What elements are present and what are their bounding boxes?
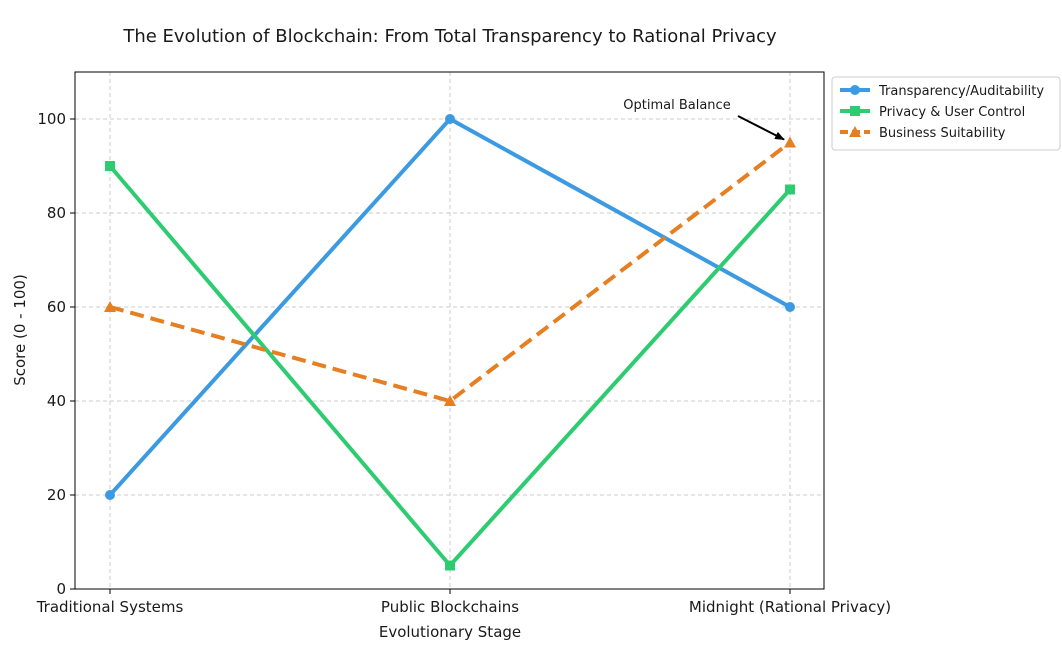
x-axis-label: Evolutionary Stage [379, 623, 521, 641]
data-point [445, 114, 455, 124]
legend-label: Business Suitability [879, 126, 1006, 141]
y-tick-label: 0 [56, 580, 66, 598]
grid [75, 72, 824, 590]
legend-marker [850, 106, 860, 116]
series-lines [104, 114, 796, 571]
y-axis-label: Score (0 - 100) [11, 274, 29, 386]
data-point [785, 184, 795, 195]
data-point [444, 395, 456, 406]
legend-label: Privacy & User Control [879, 105, 1025, 120]
x-tick-label: Midnight (Rational Privacy) [689, 598, 891, 616]
axes: 0 20 40 60 80 100 Traditional Systems Public Bl… [36, 71, 891, 616]
series-0 [105, 114, 795, 500]
y-tick-label: 100 [37, 110, 66, 128]
series-1 [105, 161, 795, 571]
legend-label: Transparency/Auditability [878, 84, 1044, 99]
y-tick-label: 20 [47, 486, 66, 504]
data-point [785, 302, 795, 312]
legend-marker [849, 126, 861, 137]
legend-marker [850, 85, 860, 95]
x-tick-label: Public Blockchains [381, 598, 519, 616]
legend: Transparency/Auditability Privacy & User … [831, 76, 1061, 151]
y-tick-label: 40 [47, 392, 66, 410]
data-point [105, 161, 115, 171]
y-tick-label: 60 [47, 298, 66, 316]
annotations: Optimal Balance [623, 98, 785, 141]
data-point [105, 490, 115, 500]
annotation-arrow [737, 115, 785, 141]
series-line [109, 140, 792, 403]
annotation-label: Optimal Balance [623, 98, 730, 113]
x-tick-label: Traditional Systems [36, 598, 184, 616]
data-point [784, 136, 796, 148]
data-point [445, 560, 455, 571]
data-point [104, 301, 116, 312]
chart-title: The Evolution of Blockchain: From Total … [122, 26, 777, 47]
series-line [108, 164, 792, 568]
y-tick-label: 80 [47, 204, 66, 222]
series-2 [104, 136, 796, 406]
legend-box [831, 76, 1061, 151]
